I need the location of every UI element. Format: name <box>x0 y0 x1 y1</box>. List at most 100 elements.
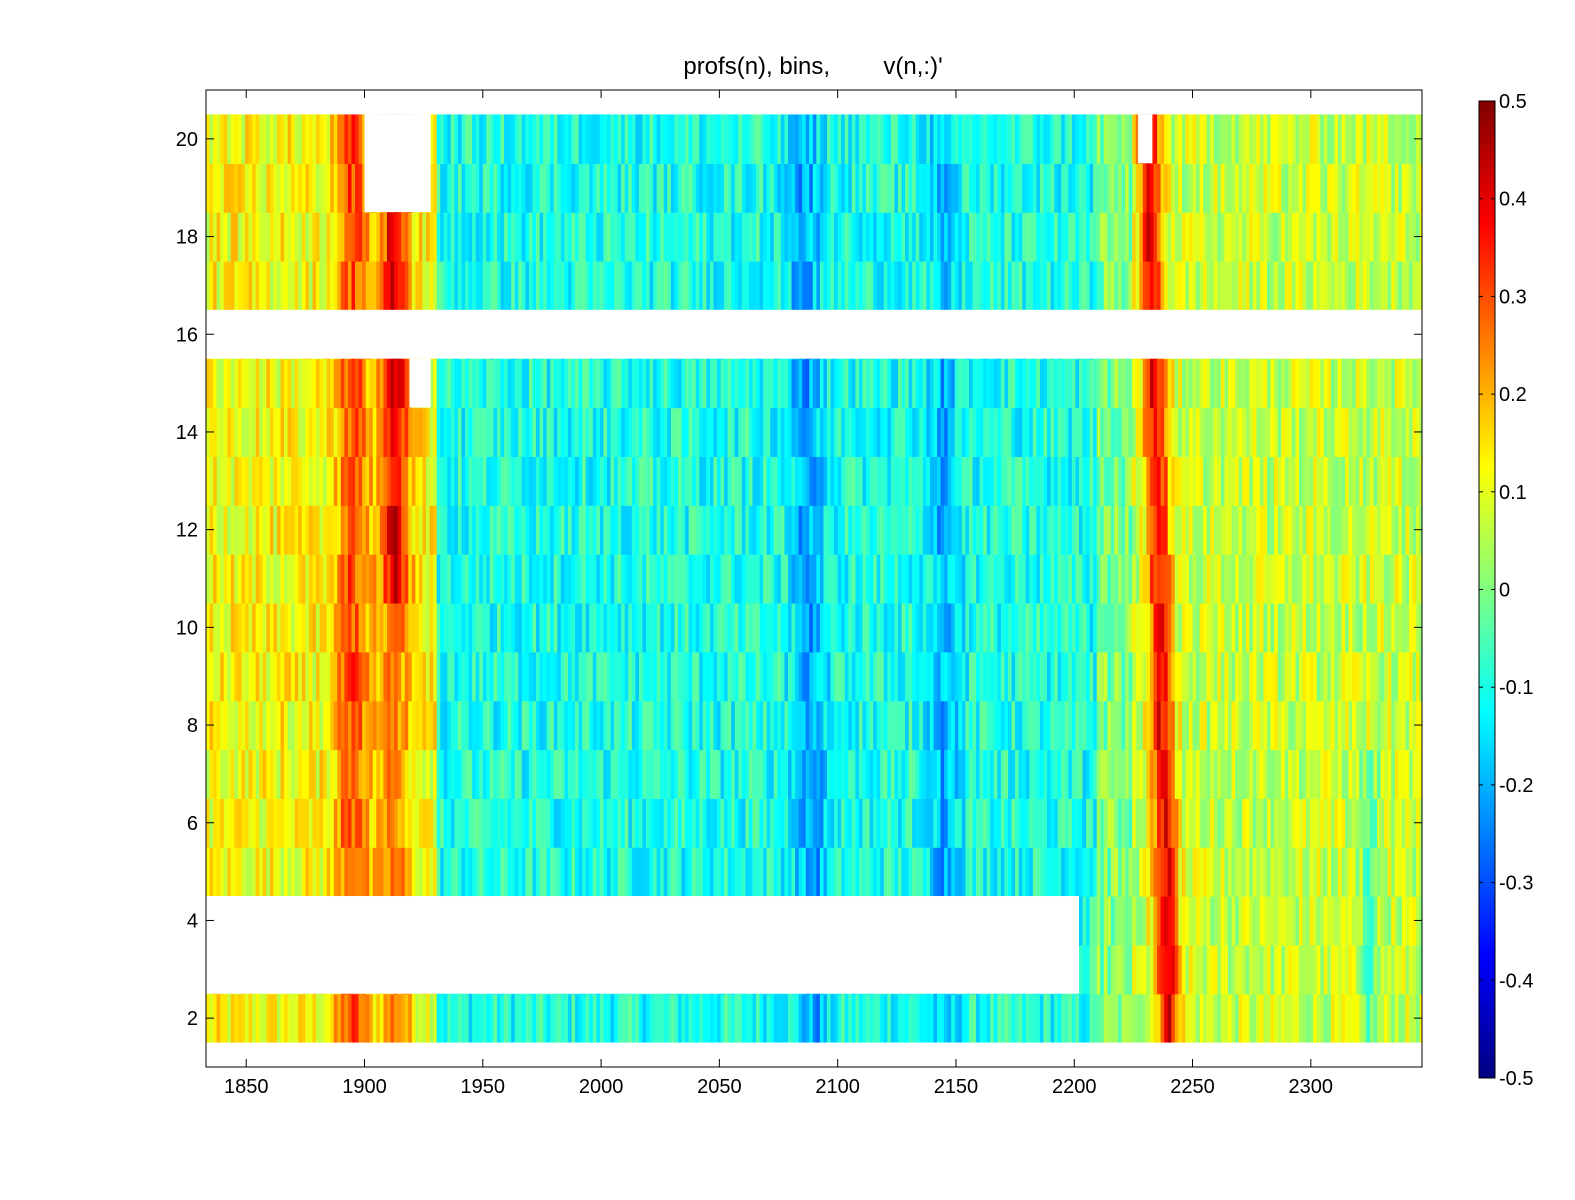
heatmap-cell <box>741 407 746 457</box>
heatmap-cell <box>983 993 988 1044</box>
heatmap-cell <box>912 993 917 1044</box>
heatmap-cell <box>404 602 409 653</box>
heatmap-cell <box>479 505 484 555</box>
heatmap-cell <box>443 700 448 751</box>
heatmap-cell <box>443 749 448 799</box>
heatmap-cell <box>585 602 590 653</box>
heatmap-cell <box>1032 602 1037 653</box>
heatmap-cell <box>922 749 927 799</box>
heatmap-cell <box>915 700 920 751</box>
heatmap-cell <box>418 407 424 457</box>
heatmap-cell <box>912 358 917 409</box>
heatmap-cell <box>965 749 970 799</box>
heatmap-cell <box>227 749 232 799</box>
heatmap-cell <box>269 456 275 506</box>
heatmap-cell <box>326 993 331 1044</box>
heatmap-cell <box>1348 700 1353 751</box>
heatmap-cell <box>1188 700 1194 751</box>
heatmap-cell <box>269 407 275 457</box>
heatmap-cell <box>1125 896 1130 946</box>
heatmap-cell <box>571 358 576 409</box>
heatmap-cell <box>951 358 956 409</box>
heatmap-cell <box>440 749 445 799</box>
heatmap-cell <box>1047 798 1052 848</box>
heatmap-cell <box>1142 798 1147 848</box>
heatmap-cell <box>1107 993 1112 1044</box>
heatmap-cell <box>465 798 470 848</box>
heatmap-cell <box>539 358 544 409</box>
heatmap-cell <box>1082 944 1087 995</box>
heatmap-cell <box>905 798 910 848</box>
heatmap-cell <box>1384 651 1389 702</box>
heatmap-cell <box>1047 993 1052 1044</box>
heatmap-cell <box>1330 651 1336 702</box>
heatmap-cell <box>269 554 275 604</box>
heatmap-cell <box>1114 651 1119 702</box>
heatmap-cell <box>961 407 967 457</box>
heatmap-cell <box>1103 993 1108 1044</box>
heatmap-cell <box>1274 944 1279 995</box>
heatmap-cell <box>440 993 445 1044</box>
heatmap-cell <box>1181 847 1187 897</box>
heatmap-cell <box>1142 700 1147 751</box>
heatmap-cell <box>827 798 832 848</box>
heatmap-cell <box>1064 651 1069 702</box>
heatmap-cell <box>1082 798 1087 848</box>
heatmap-cell <box>1242 896 1247 946</box>
heatmap-cell <box>1086 896 1091 946</box>
heatmap-cell <box>940 554 945 604</box>
heatmap-cell <box>667 456 672 506</box>
heatmap-cell <box>961 993 967 1044</box>
heatmap-cell <box>837 602 842 653</box>
heatmap-cell <box>1377 944 1382 995</box>
heatmap-cell <box>688 505 693 555</box>
heatmap-cell <box>1171 896 1176 946</box>
heatmap-cell <box>276 456 282 506</box>
heatmap-cell <box>486 798 491 848</box>
heatmap-cell <box>1281 749 1286 799</box>
heatmap-cell <box>717 358 722 409</box>
heatmap-cell <box>894 749 899 799</box>
heatmap-cell <box>738 847 743 897</box>
heatmap-cell <box>756 407 761 457</box>
heatmap-cell <box>603 651 608 702</box>
heatmap-cell <box>1036 456 1041 506</box>
heatmap-cell <box>1242 993 1247 1044</box>
heatmap-cell <box>954 700 959 751</box>
heatmap-cell <box>805 700 810 751</box>
heatmap-cell <box>447 505 452 555</box>
heatmap-cell <box>1036 993 1041 1044</box>
heatmap-cell <box>1384 554 1389 604</box>
heatmap-cell <box>596 993 601 1044</box>
heatmap-cell <box>1369 993 1375 1044</box>
heatmap-cell <box>482 602 487 653</box>
heatmap-cell <box>589 700 594 751</box>
heatmap-cell <box>897 749 903 799</box>
heatmap-cell <box>901 602 906 653</box>
heatmap-cell <box>1022 651 1027 702</box>
heatmap-cell <box>784 407 789 457</box>
heatmap-cell <box>1157 456 1162 506</box>
heatmap-cell <box>876 456 881 506</box>
heatmap-cell <box>411 798 416 848</box>
heatmap-cell <box>486 505 491 555</box>
heatmap-cell <box>401 407 406 457</box>
heatmap-cell <box>454 456 459 506</box>
heatmap-cell <box>787 358 793 409</box>
heatmap-cell <box>1213 358 1218 409</box>
heatmap-cell <box>1086 749 1091 799</box>
heatmap-cell <box>795 456 800 506</box>
heatmap-cell <box>1352 749 1357 799</box>
heatmap-cell <box>1338 358 1343 409</box>
heatmap-cell <box>741 358 746 409</box>
heatmap-cell <box>1160 358 1165 409</box>
heatmap-cell <box>1100 651 1105 702</box>
heatmap-cell <box>795 651 800 702</box>
heatmap-cell <box>1203 847 1208 897</box>
heatmap-cell <box>713 554 718 604</box>
heatmap-cell <box>816 700 821 751</box>
heatmap-cell <box>234 847 239 897</box>
heatmap-cell <box>1316 944 1321 995</box>
heatmap-cell <box>376 505 381 555</box>
heatmap-cell <box>965 554 970 604</box>
